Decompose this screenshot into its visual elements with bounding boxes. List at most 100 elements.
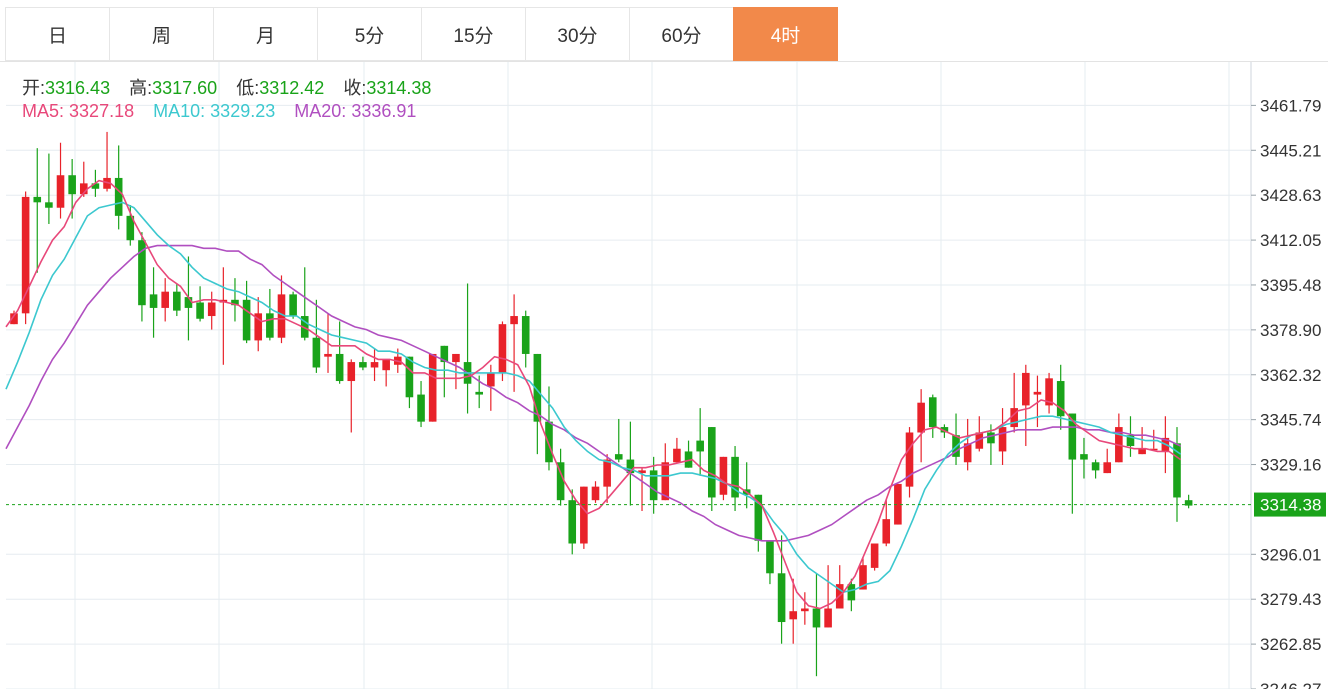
close-label: 收: bbox=[343, 78, 367, 98]
candle-body bbox=[149, 294, 158, 308]
candle-body bbox=[777, 573, 786, 623]
ma5-label: MA5: bbox=[22, 101, 65, 121]
candle-body bbox=[242, 299, 251, 341]
tab-day[interactable]: 日 bbox=[5, 7, 110, 61]
ma5-legend: MA5: 3327.18 bbox=[22, 101, 134, 121]
ma20-value: 3336.91 bbox=[351, 101, 417, 121]
candle-body bbox=[1045, 378, 1053, 406]
candle-body bbox=[521, 316, 530, 354]
candle-body bbox=[1033, 391, 1042, 395]
chart-grid bbox=[6, 62, 1250, 689]
open-value: 3316.43 bbox=[45, 78, 111, 98]
last-price-badge: 3314.38 bbox=[1254, 492, 1326, 517]
candle-body bbox=[917, 402, 925, 433]
candle-body bbox=[498, 324, 507, 373]
candle-body bbox=[987, 432, 995, 444]
candle-body bbox=[696, 440, 704, 452]
candle-body bbox=[289, 294, 297, 317]
candle-body bbox=[138, 240, 146, 306]
candle-body bbox=[347, 362, 356, 382]
candle-body bbox=[766, 540, 774, 574]
candle-body bbox=[754, 494, 763, 541]
candle-body bbox=[254, 313, 263, 341]
candle-body bbox=[673, 448, 681, 463]
candle-body bbox=[998, 427, 1007, 452]
tab-15min[interactable]: 15分 bbox=[421, 7, 526, 61]
candle-body bbox=[847, 584, 856, 601]
ma20-line bbox=[5, 244, 1181, 542]
candle-body bbox=[45, 202, 53, 208]
candle-body bbox=[1068, 413, 1077, 460]
candle-body bbox=[963, 443, 972, 463]
ohlc-readout: 开:3316.43 高:3317.60 低:3312.42 收:3314.38 bbox=[22, 74, 445, 100]
candle-body bbox=[591, 486, 600, 501]
y-tick-label: 3428.63 bbox=[1260, 186, 1321, 205]
ma20-legend: MA20: 3336.91 bbox=[294, 101, 416, 121]
candle-body bbox=[475, 391, 483, 395]
candle-body bbox=[870, 543, 879, 568]
candle-body bbox=[940, 427, 949, 433]
candle-body bbox=[719, 456, 728, 495]
y-tick-label: 3362.32 bbox=[1260, 366, 1321, 385]
candle-body bbox=[405, 356, 414, 398]
candle-body bbox=[452, 353, 460, 363]
candle-body bbox=[1010, 408, 1018, 428]
candle-body bbox=[196, 302, 204, 319]
candle-body bbox=[708, 427, 716, 498]
last-price-badge-bg bbox=[1254, 492, 1326, 517]
tab-5min[interactable]: 5分 bbox=[317, 7, 422, 61]
candle-body bbox=[487, 372, 495, 387]
tab-week[interactable]: 周 bbox=[109, 7, 214, 61]
candle-body bbox=[1091, 462, 1100, 471]
candle-body bbox=[638, 470, 646, 474]
ma20-label: MA20: bbox=[294, 101, 347, 121]
y-tick-label: 3279.43 bbox=[1260, 590, 1321, 609]
candle-body bbox=[231, 299, 239, 306]
candle-body bbox=[417, 394, 425, 422]
tab-month[interactable]: 月 bbox=[213, 7, 318, 61]
tab-60min[interactable]: 60分 bbox=[629, 7, 734, 61]
y-tick-label: 3296.01 bbox=[1260, 545, 1321, 564]
tab-4hour[interactable]: 4时 bbox=[733, 7, 838, 61]
candle-body bbox=[359, 362, 367, 368]
low-label: 低: bbox=[236, 78, 260, 98]
candle-body bbox=[882, 519, 891, 544]
candle-body bbox=[126, 215, 135, 241]
candle-body bbox=[68, 175, 76, 195]
candle-body bbox=[56, 175, 65, 208]
close-value: 3314.38 bbox=[366, 78, 432, 98]
candle-body bbox=[894, 483, 902, 525]
y-tick-label: 3412.05 bbox=[1260, 231, 1321, 250]
candle-body bbox=[277, 294, 286, 338]
candle-body bbox=[801, 608, 809, 612]
y-tick-label: 3395.48 bbox=[1260, 276, 1321, 295]
candle-body bbox=[1173, 443, 1181, 498]
candle-body bbox=[103, 177, 111, 189]
candle-body bbox=[928, 397, 937, 428]
candle-body bbox=[1149, 448, 1158, 451]
y-tick-label: 3345.74 bbox=[1260, 411, 1321, 430]
candle-body bbox=[556, 462, 565, 501]
ma10-label: MA10: bbox=[153, 101, 206, 121]
candle-body bbox=[568, 500, 577, 544]
candle-body bbox=[603, 459, 611, 487]
y-tick-label: 3378.90 bbox=[1260, 321, 1321, 340]
tab-30min[interactable]: 30分 bbox=[525, 7, 630, 61]
candle-body bbox=[324, 353, 332, 357]
candle-body bbox=[1022, 372, 1030, 406]
y-tick-label: 3262.85 bbox=[1260, 635, 1321, 654]
candle-body bbox=[114, 177, 123, 216]
ma5-line bbox=[5, 179, 1182, 610]
candle-body bbox=[510, 316, 518, 325]
ma10-legend: MA10: 3329.23 bbox=[153, 101, 275, 121]
candle-body bbox=[1138, 448, 1146, 455]
high-value: 3317.60 bbox=[152, 78, 218, 98]
y-tick-label: 3329.16 bbox=[1260, 456, 1321, 475]
candle-body bbox=[21, 196, 30, 314]
candle-body bbox=[79, 183, 88, 195]
y-tick-label: 3445.21 bbox=[1260, 141, 1321, 160]
candle-body bbox=[824, 608, 832, 628]
price-axis: 3461.79 3445.21 3428.63 3412.05 3395.48 3378.… bbox=[1251, 96, 1321, 689]
ma10-line bbox=[5, 201, 1182, 594]
ma5-value: 3327.18 bbox=[69, 101, 135, 121]
